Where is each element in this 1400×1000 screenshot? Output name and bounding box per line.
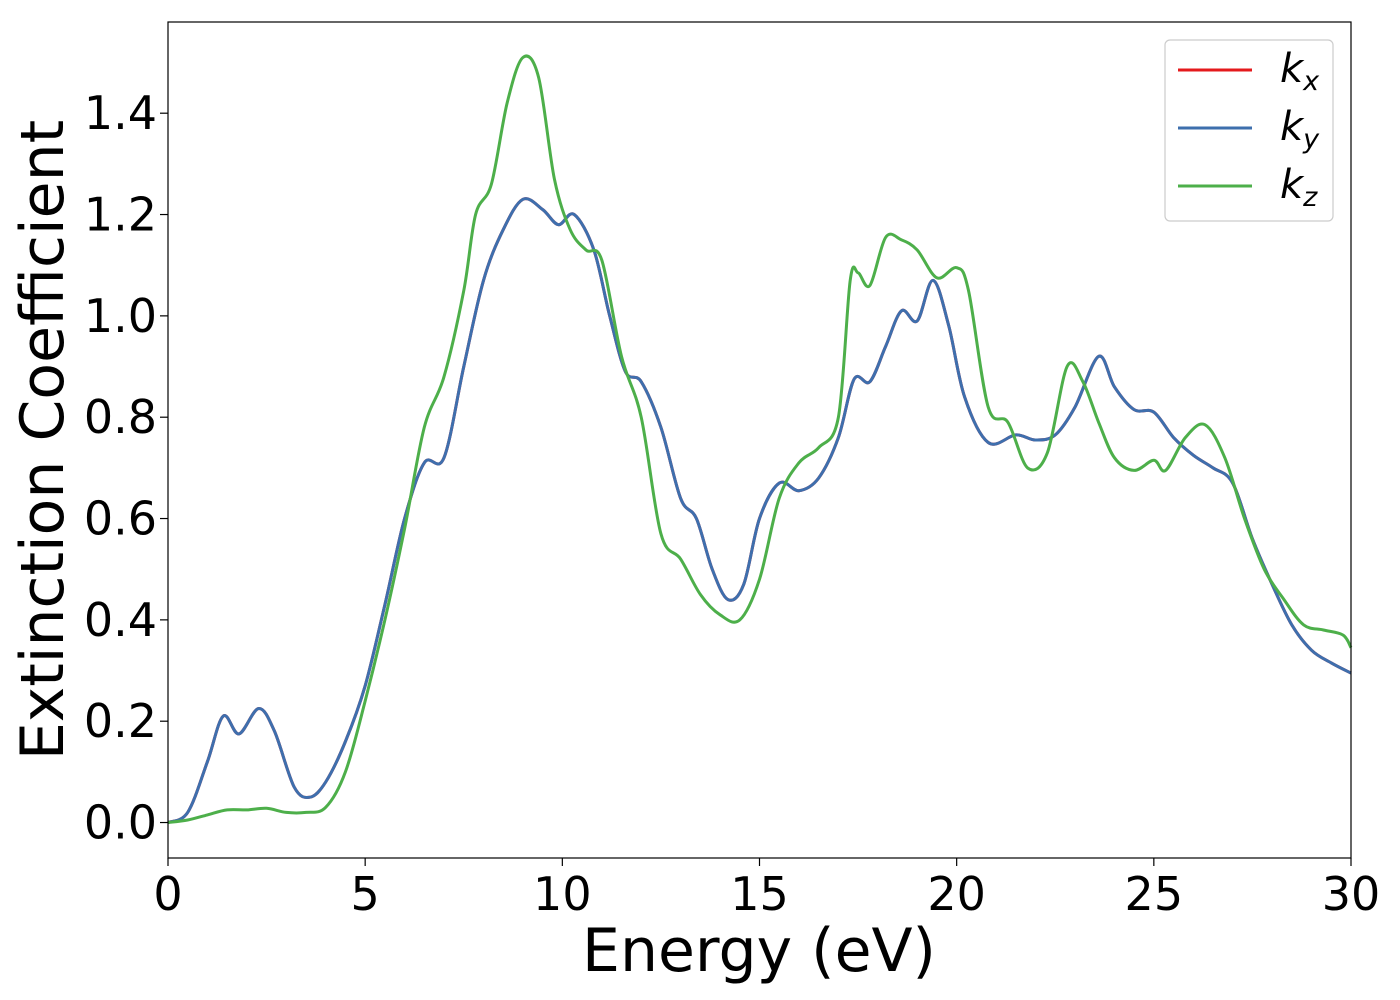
y-tick-label: 1.0: [84, 289, 157, 343]
y-tick-label: 1.4: [84, 86, 157, 140]
y-axis-title: Extinction Coefficient: [8, 120, 78, 760]
legend-box: [1164, 39, 1334, 222]
x-tick-label: 25: [1125, 867, 1184, 921]
y-tick-label: 0.0: [84, 796, 157, 850]
y-axis: 0.0 0.2 0.4 0.6 0.8 1.0 1.2 1.4: [84, 86, 168, 850]
legend: kx ky kz: [1164, 39, 1334, 222]
legend-label-x: kx: [1280, 46, 1320, 97]
series-line-z: [167, 54, 1353, 824]
x-axis: 0 5 10 15 20 25 30: [153, 858, 1380, 921]
y-tick-label: 0.8: [84, 390, 157, 444]
y-tick-label: 1.2: [84, 188, 157, 242]
x-tick-label: 10: [533, 867, 592, 921]
x-axis-title: Energy (eV): [582, 916, 936, 986]
legend-label-z: kz: [1280, 162, 1318, 213]
x-tick-label: 30: [1322, 867, 1381, 921]
x-tick-label: 0: [153, 867, 182, 921]
x-tick-label: 20: [927, 867, 986, 921]
x-tick-label: 5: [351, 867, 380, 921]
y-tick-label: 0.4: [84, 593, 157, 647]
x-tick-label: 15: [730, 867, 789, 921]
series-line-x: [167, 197, 1352, 824]
plot-lines: [167, 54, 1353, 824]
y-tick-label: 0.6: [84, 492, 157, 546]
legend-label-y: ky: [1280, 104, 1320, 155]
series-line-y: [167, 197, 1352, 824]
y-tick-label: 0.2: [84, 694, 157, 748]
